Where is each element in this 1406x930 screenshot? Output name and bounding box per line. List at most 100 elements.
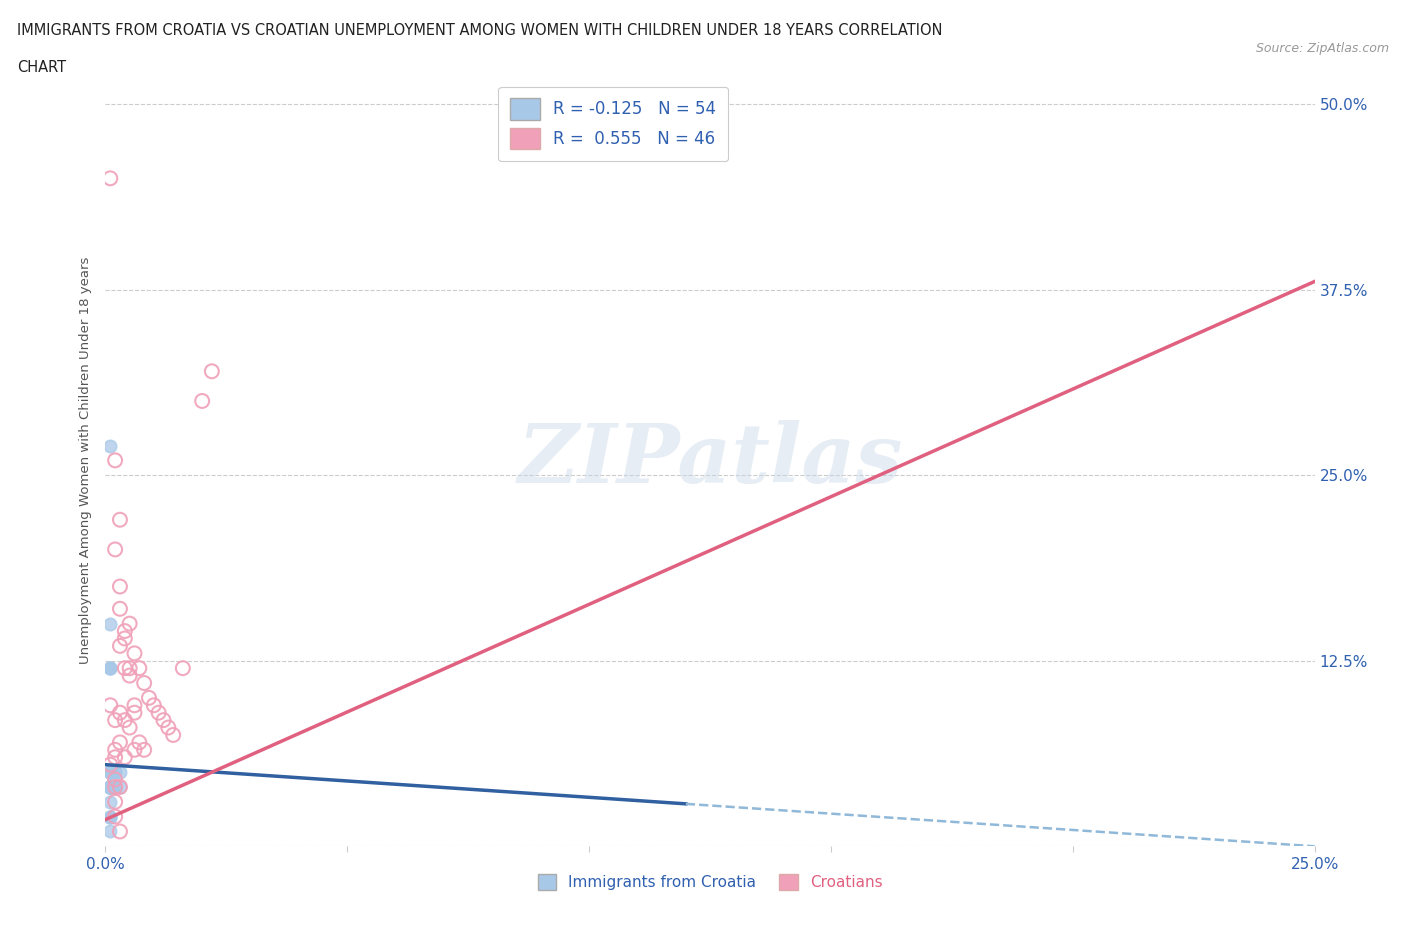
- Point: [98, 764, 121, 779]
- Point: [104, 794, 127, 809]
- Point: [98, 824, 121, 839]
- Point: [104, 772, 127, 787]
- Point: [134, 675, 156, 690]
- Point: [114, 750, 136, 764]
- Point: [118, 660, 141, 675]
- Point: [98, 779, 121, 794]
- Point: [98, 779, 121, 794]
- Point: [98, 779, 121, 794]
- Point: [118, 668, 141, 683]
- Point: [104, 779, 127, 794]
- Point: [124, 646, 146, 661]
- Point: [157, 720, 180, 735]
- Legend: Immigrants from Croatia, Croatians: Immigrants from Croatia, Croatians: [531, 869, 889, 897]
- Point: [124, 742, 146, 757]
- Point: [98, 809, 121, 824]
- Point: [104, 712, 127, 727]
- Point: [98, 779, 121, 794]
- Point: [104, 453, 127, 468]
- Point: [104, 764, 127, 779]
- Y-axis label: Unemployment Among Women with Children Under 18 years: Unemployment Among Women with Children U…: [79, 257, 91, 664]
- Point: [114, 712, 136, 727]
- Point: [104, 750, 127, 764]
- Point: [114, 660, 136, 675]
- Point: [98, 779, 121, 794]
- Point: [108, 705, 131, 720]
- Point: [98, 809, 121, 824]
- Point: [98, 779, 121, 794]
- Point: [98, 764, 121, 779]
- Text: CHART: CHART: [17, 60, 66, 75]
- Point: [104, 779, 127, 794]
- Point: [98, 779, 121, 794]
- Point: [108, 764, 131, 779]
- Point: [98, 779, 121, 794]
- Point: [98, 764, 121, 779]
- Point: [201, 364, 224, 379]
- Point: [172, 660, 194, 675]
- Point: [152, 712, 174, 727]
- Point: [98, 764, 121, 779]
- Point: [98, 660, 121, 675]
- Point: [98, 779, 121, 794]
- Point: [104, 779, 127, 794]
- Point: [98, 779, 121, 794]
- Point: [98, 779, 121, 794]
- Point: [98, 779, 121, 794]
- Point: [118, 617, 141, 631]
- Point: [162, 727, 184, 742]
- Point: [104, 779, 127, 794]
- Point: [108, 639, 131, 654]
- Point: [108, 512, 131, 527]
- Point: [98, 779, 121, 794]
- Point: [134, 742, 156, 757]
- Point: [142, 698, 165, 712]
- Point: [98, 438, 121, 453]
- Point: [104, 542, 127, 557]
- Point: [148, 705, 170, 720]
- Text: Source: ZipAtlas.com: Source: ZipAtlas.com: [1256, 42, 1389, 55]
- Point: [98, 660, 121, 675]
- Point: [104, 779, 127, 794]
- Point: [108, 824, 131, 839]
- Point: [98, 779, 121, 794]
- Point: [108, 779, 131, 794]
- Point: [118, 720, 141, 735]
- Point: [98, 779, 121, 794]
- Point: [98, 171, 121, 186]
- Point: [108, 735, 131, 750]
- Point: [98, 757, 121, 772]
- Point: [98, 779, 121, 794]
- Point: [114, 631, 136, 646]
- Text: IMMIGRANTS FROM CROATIA VS CROATIAN UNEMPLOYMENT AMONG WOMEN WITH CHILDREN UNDER: IMMIGRANTS FROM CROATIA VS CROATIAN UNEM…: [17, 23, 942, 38]
- Point: [108, 602, 131, 617]
- Point: [98, 779, 121, 794]
- Point: [108, 579, 131, 594]
- Point: [98, 698, 121, 712]
- Text: ZIPatlas: ZIPatlas: [517, 420, 903, 500]
- Point: [98, 779, 121, 794]
- Point: [104, 764, 127, 779]
- Point: [124, 698, 146, 712]
- Point: [98, 779, 121, 794]
- Point: [191, 393, 214, 408]
- Point: [98, 779, 121, 794]
- Point: [114, 624, 136, 639]
- Point: [98, 764, 121, 779]
- Point: [98, 794, 121, 809]
- Point: [108, 779, 131, 794]
- Point: [98, 809, 121, 824]
- Point: [98, 779, 121, 794]
- Point: [98, 764, 121, 779]
- Point: [98, 779, 121, 794]
- Point: [98, 779, 121, 794]
- Point: [138, 690, 160, 705]
- Point: [98, 779, 121, 794]
- Point: [98, 779, 121, 794]
- Point: [104, 779, 127, 794]
- Point: [128, 735, 150, 750]
- Point: [98, 779, 121, 794]
- Point: [98, 779, 121, 794]
- Point: [104, 742, 127, 757]
- Point: [98, 779, 121, 794]
